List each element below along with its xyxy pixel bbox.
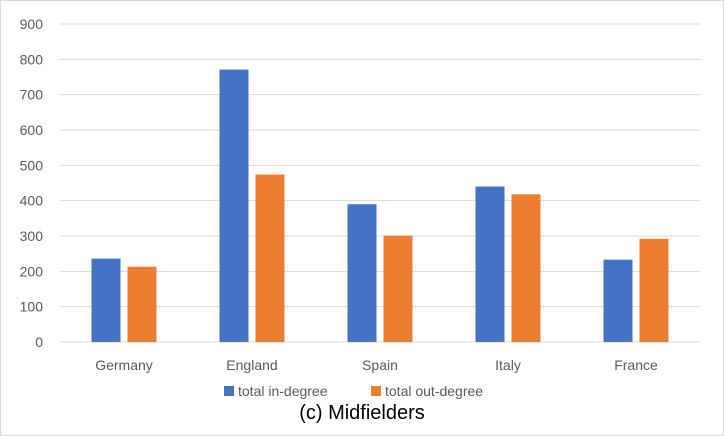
y-tick-label: 300 — [20, 228, 44, 244]
bar-out-degree-spain — [383, 235, 413, 342]
legend: total in-degree total out-degree — [224, 383, 483, 399]
x-axis-ticks: Germany England Spain Italy France — [95, 357, 658, 373]
y-tick-label: 500 — [20, 157, 44, 173]
bars — [91, 69, 669, 342]
legend-label: total out-degree — [385, 383, 483, 399]
bar-in-degree-england — [219, 69, 249, 342]
y-tick-label: 900 — [20, 16, 44, 32]
x-tick-label: France — [614, 357, 658, 373]
x-tick-label: England — [226, 357, 277, 373]
legend-label: total in-degree — [238, 383, 328, 399]
y-tick-label: 400 — [20, 193, 44, 209]
bar-out-degree-italy — [511, 194, 541, 342]
bar-in-degree-spain — [347, 204, 377, 342]
bar-out-degree-england — [255, 174, 285, 342]
legend-swatch — [224, 386, 234, 396]
y-tick-label: 700 — [20, 87, 44, 103]
y-tick-label: 600 — [20, 122, 44, 138]
bar-in-degree-france — [603, 259, 633, 342]
x-tick-label: Spain — [362, 357, 398, 373]
y-tick-label: 0 — [35, 334, 43, 350]
y-tick-label: 800 — [20, 51, 44, 67]
figure-caption: (c) Midfielders — [299, 402, 425, 424]
y-axis-ticks: 0 100 200 300 400 500 600 700 800 900 — [20, 16, 44, 350]
y-tick-label: 100 — [20, 299, 44, 315]
bar-in-degree-italy — [475, 186, 505, 342]
x-tick-label: Italy — [495, 357, 521, 373]
y-tick-label: 200 — [20, 263, 44, 279]
bar-out-degree-germany — [127, 266, 157, 342]
gridlines — [60, 23, 700, 343]
bar-in-degree-germany — [91, 258, 121, 342]
legend-swatch — [371, 386, 381, 396]
bar-out-degree-france — [639, 238, 669, 342]
x-tick-label: Germany — [95, 357, 153, 373]
